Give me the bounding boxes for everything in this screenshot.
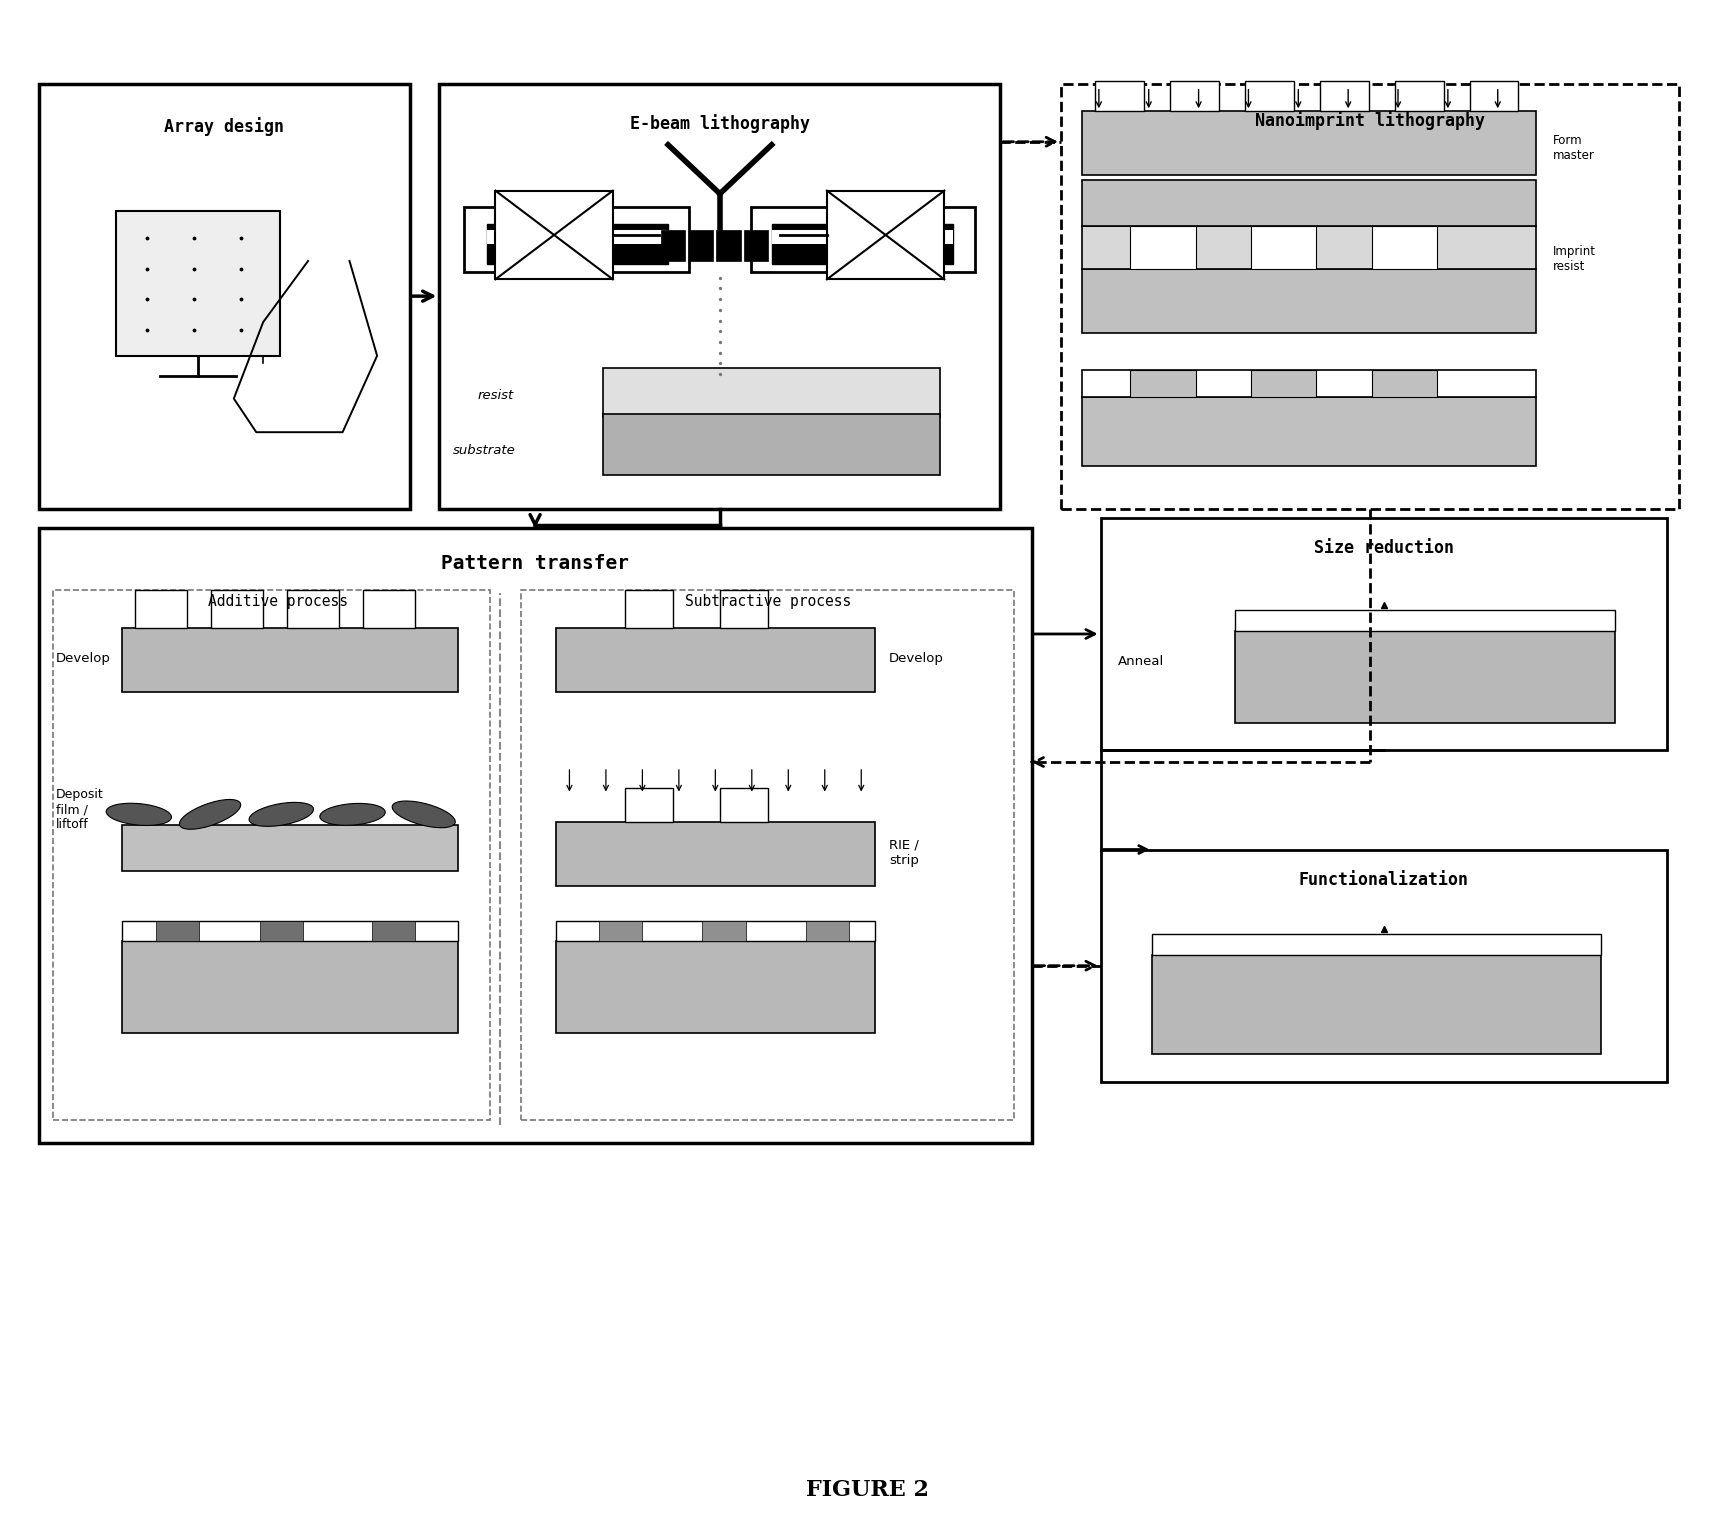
Bar — [1235, 610, 1615, 630]
Ellipse shape — [250, 802, 314, 827]
Bar — [1100, 850, 1667, 1082]
Ellipse shape — [319, 804, 385, 825]
Bar — [288, 590, 338, 627]
Text: Subtractive process: Subtractive process — [685, 595, 850, 609]
Bar — [661, 231, 685, 261]
Ellipse shape — [106, 804, 172, 825]
Text: Develop: Develop — [56, 652, 111, 666]
Bar — [496, 191, 612, 280]
Text: Size reduction: Size reduction — [1313, 539, 1454, 558]
Bar — [1470, 80, 1518, 111]
Bar — [555, 921, 874, 941]
Bar — [703, 921, 746, 941]
Bar — [1246, 80, 1294, 111]
Text: Functionalization: Functionalization — [1300, 871, 1470, 888]
Bar — [260, 921, 304, 941]
Bar — [52, 590, 489, 1120]
Bar — [772, 224, 953, 264]
Bar — [121, 627, 458, 692]
Bar — [465, 207, 689, 272]
Bar — [38, 529, 1032, 1144]
Bar — [1251, 369, 1317, 397]
Bar — [1152, 933, 1601, 954]
Text: Deposit
film /
liftoff: Deposit film / liftoff — [56, 788, 104, 832]
Ellipse shape — [179, 799, 241, 830]
Bar — [555, 941, 874, 1033]
Bar — [371, 921, 415, 941]
Bar — [363, 590, 415, 627]
Bar — [121, 825, 458, 871]
Text: Array design: Array design — [165, 117, 285, 137]
Text: Develop: Develop — [888, 652, 944, 666]
Text: Nanoimprint lithography: Nanoimprint lithography — [1254, 111, 1485, 131]
Bar — [121, 941, 458, 1033]
Bar — [520, 590, 1015, 1120]
Bar — [1081, 226, 1535, 269]
Text: FIGURE 2: FIGURE 2 — [807, 1479, 928, 1502]
Bar — [212, 590, 264, 627]
Bar — [1152, 954, 1601, 1054]
Bar — [720, 590, 769, 627]
Bar — [1129, 369, 1195, 397]
Bar — [439, 83, 1001, 509]
Bar — [38, 83, 409, 509]
Text: Additive process: Additive process — [208, 595, 349, 609]
Bar — [751, 207, 975, 272]
Bar — [1395, 80, 1444, 111]
Bar — [1081, 397, 1535, 466]
Bar — [1372, 369, 1437, 397]
Bar — [772, 231, 953, 244]
Bar — [1081, 111, 1535, 175]
Bar — [828, 191, 944, 280]
Bar — [599, 921, 642, 941]
Text: Anneal: Anneal — [1117, 655, 1164, 669]
Bar — [121, 921, 458, 941]
Ellipse shape — [392, 801, 455, 828]
Text: Pattern transfer: Pattern transfer — [441, 555, 630, 573]
Bar — [488, 224, 668, 264]
Bar — [1171, 80, 1218, 111]
Bar — [555, 822, 874, 887]
Bar — [720, 788, 769, 822]
Bar — [135, 590, 187, 627]
Text: substrate: substrate — [453, 444, 515, 456]
Bar — [689, 231, 713, 261]
Bar — [744, 231, 769, 261]
Bar — [1372, 226, 1437, 269]
Bar — [1100, 518, 1667, 750]
Bar — [1320, 80, 1369, 111]
Bar — [1081, 269, 1535, 334]
Bar — [717, 231, 741, 261]
Bar — [604, 367, 940, 417]
Bar — [1095, 80, 1143, 111]
Text: Imprint
resist: Imprint resist — [1553, 246, 1596, 274]
Bar — [625, 788, 673, 822]
Bar — [488, 231, 668, 244]
Bar — [1129, 226, 1195, 269]
Bar — [604, 413, 940, 475]
Bar — [555, 627, 874, 692]
Bar — [1060, 83, 1679, 509]
Bar — [625, 590, 673, 627]
Text: RIE /
strip: RIE / strip — [888, 839, 920, 867]
Bar — [1081, 180, 1535, 226]
Bar — [116, 211, 281, 355]
Bar — [1081, 369, 1535, 397]
Bar — [156, 921, 200, 941]
Text: resist: resist — [477, 389, 514, 403]
Bar — [1251, 226, 1317, 269]
Text: E-beam lithography: E-beam lithography — [630, 114, 810, 134]
Text: Form
master: Form master — [1553, 134, 1594, 161]
Bar — [1235, 630, 1615, 722]
Bar — [807, 921, 848, 941]
